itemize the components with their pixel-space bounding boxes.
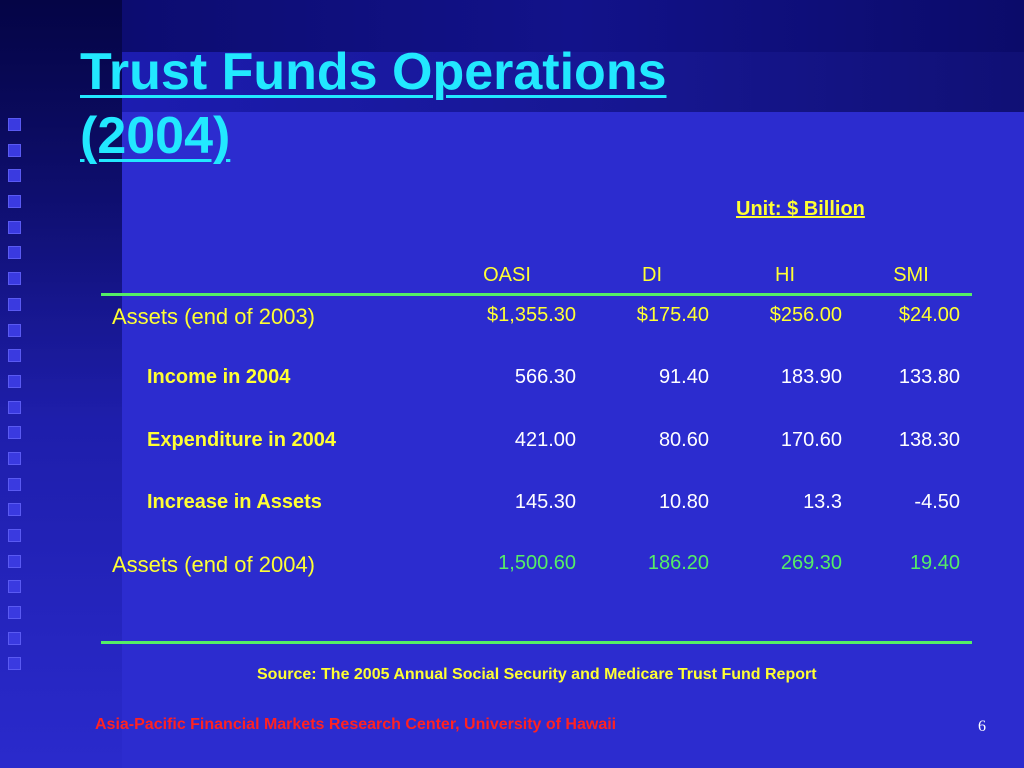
row-label-assets-2003: Assets (end of 2003) <box>112 304 316 329</box>
unit-label: Unit: $ Billion <box>736 198 865 220</box>
column-header-oasi: OASI <box>483 264 531 286</box>
row-label-income-2004: Income in 2004 <box>147 366 291 388</box>
cell-income-di: 91.40 <box>658 366 709 388</box>
cell-assets-2003-oasi: $1,355.30 <box>487 304 576 326</box>
footer-organization: Asia-Pacific Financial Markets Research … <box>95 716 617 733</box>
page-number: 6 <box>978 718 986 735</box>
cell-income-hi: 183.90 <box>780 366 842 388</box>
column-header-hi: HI <box>775 264 795 286</box>
row-label-increase-assets: Increase in Assets <box>147 491 322 513</box>
cell-assets-2003-smi: $24.00 <box>898 304 960 326</box>
cell-assets-2004-hi: 269.30 <box>780 552 842 574</box>
slide-title-line-1: Trust Funds Operations <box>80 43 667 101</box>
cell-income-smi: 133.80 <box>898 366 960 388</box>
slide-title: Trust Funds Operations (2004) <box>80 40 667 168</box>
cell-increase-hi: 13.3 <box>803 491 842 513</box>
cell-assets-2004-smi: 19.40 <box>909 552 960 574</box>
table-bottom-rule <box>101 641 972 644</box>
cell-assets-2003-di: $175.40 <box>636 304 709 326</box>
column-header-smi: SMI <box>893 264 929 286</box>
cell-assets-2004-di: 186.20 <box>647 552 709 574</box>
source-note: Source: The 2005 Annual Social Security … <box>257 666 817 683</box>
top-decor-band <box>122 0 1024 52</box>
top-decor-band-2 <box>122 52 1024 112</box>
slide-title-line-2: (2004) <box>80 107 231 165</box>
cell-expenditure-oasi: 421.00 <box>514 429 576 451</box>
row-label-expenditure-2004: Expenditure in 2004 <box>147 429 336 451</box>
row-label-assets-2004: Assets (end of 2004) <box>112 552 316 577</box>
cell-expenditure-smi: 138.30 <box>898 429 960 451</box>
cell-increase-oasi: 145.30 <box>514 491 576 513</box>
cell-increase-smi: -4.50 <box>914 491 960 513</box>
decor-square-column <box>8 118 26 683</box>
cell-assets-2003-hi: $256.00 <box>769 304 842 326</box>
column-header-di: DI <box>642 264 662 286</box>
cell-expenditure-hi: 170.60 <box>780 429 842 451</box>
table-top-rule <box>101 293 972 296</box>
cell-expenditure-di: 80.60 <box>658 429 709 451</box>
cell-assets-2004-oasi: 1,500.60 <box>498 552 576 574</box>
cell-increase-di: 10.80 <box>658 491 709 513</box>
cell-income-oasi: 566.30 <box>514 366 576 388</box>
